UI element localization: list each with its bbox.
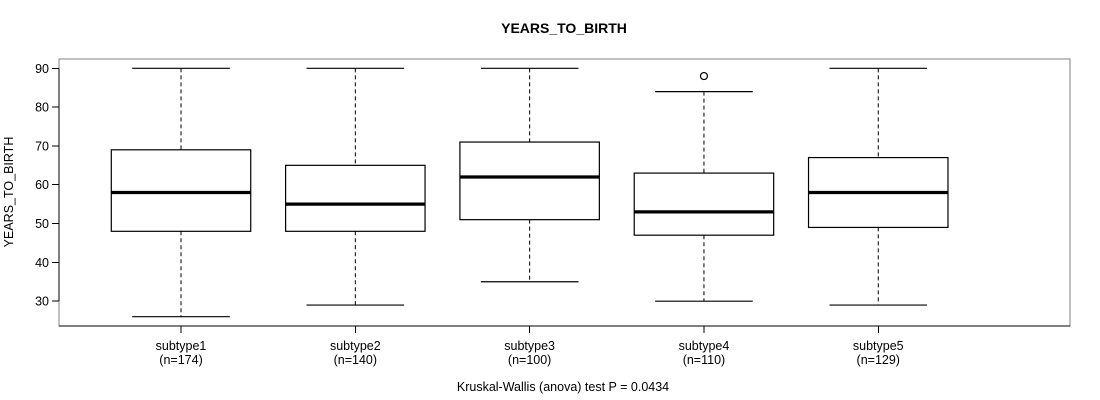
y-tick-label: 70 [35, 139, 49, 153]
x-tick-label: subtype3 [504, 339, 555, 353]
x-tick-sublabel: (n=110) [683, 353, 726, 367]
x-tick-sublabel: (n=174) [159, 353, 202, 367]
boxplot-subtype3: subtype3(n=100) [459, 67, 600, 367]
x-tick-label: subtype2 [330, 339, 381, 353]
y-tick-label: 40 [35, 256, 49, 270]
plot-area: 30405060708090subtype1(n=174)subtype2(n=… [35, 58, 1071, 367]
chart-title: YEARS_TO_BIRTH [501, 20, 627, 36]
boxplot-subtype5: subtype5(n=129) [807, 67, 949, 367]
y-tick-label: 80 [35, 101, 49, 115]
y-tick-label: 60 [35, 178, 49, 192]
iqr-box [633, 172, 775, 236]
y-axis-label: YEARS_TO_BIRTH [2, 137, 16, 248]
boxplot-subtype2: subtype2(n=140) [285, 67, 426, 367]
x-tick-label: subtype1 [156, 339, 207, 353]
x-tick-sublabel: (n=129) [857, 353, 900, 367]
iqr-box [285, 164, 426, 232]
x-tick-sublabel: (n=100) [508, 353, 551, 367]
x-tick-sublabel: (n=140) [334, 353, 377, 367]
boxplot-subtype4: subtype4(n=110) [633, 71, 775, 367]
boxplot-subtype1: subtype1(n=174) [110, 67, 252, 367]
y-tick-label: 90 [35, 62, 49, 76]
kruskal-wallis-annotation: Kruskal-Wallis (anova) test P = 0.0434 [457, 380, 669, 394]
y-tick-label: 50 [35, 217, 49, 231]
y-tick-label: 30 [35, 295, 49, 309]
iqr-box [459, 141, 600, 221]
outlier-point [699, 71, 709, 81]
x-tick-label: subtype5 [853, 339, 904, 353]
x-tick-label: subtype4 [679, 339, 730, 353]
iqr-box [110, 149, 252, 232]
